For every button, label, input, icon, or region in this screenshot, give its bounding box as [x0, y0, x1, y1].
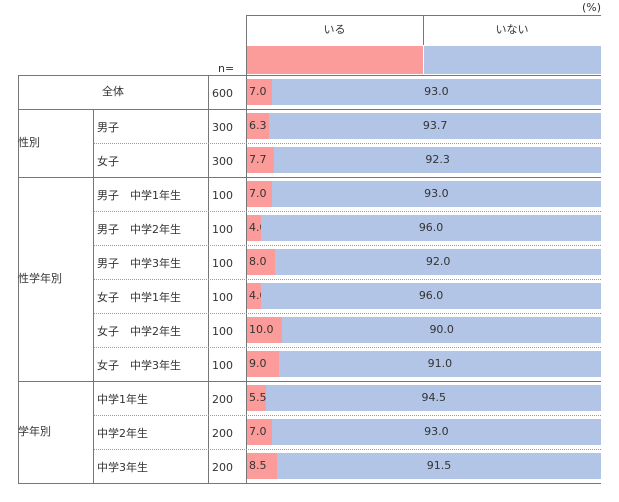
value-label-yes: 7.0 — [249, 187, 267, 200]
row-separator — [94, 347, 601, 348]
legend-swatch-no — [424, 46, 601, 74]
category-label: 男子 — [97, 121, 119, 134]
n-value: 100 — [212, 325, 233, 338]
bar-yes — [247, 215, 262, 241]
bar-no — [277, 453, 601, 479]
category-label: 女子 中学2年生 — [97, 325, 181, 338]
n-value: 100 — [212, 291, 233, 304]
bar-no — [274, 147, 601, 173]
n-value: 100 — [212, 189, 233, 202]
bar-yes — [247, 351, 279, 377]
category-label: 女子 中学1年生 — [97, 291, 181, 304]
row-separator — [94, 449, 601, 450]
value-label-no: 92.3 — [425, 153, 450, 166]
bar-no — [271, 79, 601, 105]
value-label-no: 96.0 — [418, 221, 444, 234]
row-separator — [94, 245, 601, 246]
n-value: 100 — [212, 257, 233, 270]
n-value: 100 — [212, 359, 233, 372]
bar-no — [271, 419, 601, 445]
bar-yes — [247, 453, 278, 479]
value-label-no: 90.0 — [429, 323, 454, 336]
value-label-no: 92.0 — [425, 255, 451, 268]
bar-no — [269, 113, 601, 139]
legend-left-border — [246, 15, 247, 75]
value-label-yes: 5.5 — [249, 391, 267, 404]
value-label-yes: 7.0 — [249, 85, 267, 98]
bar-yes — [247, 419, 272, 445]
bar-no — [261, 215, 601, 241]
table-bottom-border — [18, 483, 601, 484]
row-separator — [94, 279, 601, 280]
value-label-yes: 10.0 — [249, 323, 274, 336]
value-label-yes: 6.3 — [249, 119, 267, 132]
group-label-gender-grade: 性学年別 — [18, 272, 62, 285]
bar-no — [266, 385, 601, 411]
row-separator — [94, 143, 601, 144]
legend-divider — [423, 15, 424, 45]
table-left-border — [18, 75, 19, 483]
value-label-no: 93.0 — [424, 85, 449, 98]
bar-yes — [247, 147, 275, 173]
group-label-grade: 学年別 — [18, 425, 51, 438]
value-label-yes: 8.0 — [249, 255, 267, 268]
n-value: 300 — [212, 121, 233, 134]
n-value: 200 — [212, 427, 233, 440]
table-top-border — [18, 75, 601, 76]
value-label-yes: 7.0 — [249, 425, 267, 438]
bar-yes — [247, 317, 283, 343]
value-label-no: 91.0 — [427, 357, 453, 370]
subgroup-column-border — [93, 109, 94, 483]
bar-no — [275, 249, 601, 275]
value-label-no: 96.0 — [418, 289, 444, 302]
bar-no — [282, 317, 601, 343]
row-separator — [94, 313, 601, 314]
category-label: 女子 — [97, 155, 119, 168]
bar-no — [271, 181, 601, 207]
n-value: 200 — [212, 461, 233, 474]
row-separator — [94, 415, 601, 416]
value-label-no: 93.0 — [424, 187, 449, 200]
bar-yes — [247, 385, 267, 411]
bar-yes — [247, 79, 272, 105]
category-label: 中学3年生 — [97, 461, 148, 474]
value-label-yes: 8.5 — [249, 459, 267, 472]
group-separator-1 — [18, 109, 601, 110]
bar-no — [261, 283, 601, 309]
n-value: 600 — [212, 87, 233, 100]
category-label: 男子 中学1年生 — [97, 189, 181, 202]
group-label-gender: 性別 — [18, 136, 40, 149]
n-header: n= — [218, 62, 235, 75]
n-value: 200 — [212, 393, 233, 406]
bar-yes — [247, 181, 272, 207]
bar-yes — [247, 249, 276, 275]
row-separator — [94, 211, 601, 212]
category-label-total: 全体 — [102, 85, 124, 98]
unit-label: (%) — [582, 1, 602, 14]
legend-swatch-yes — [247, 46, 423, 74]
category-label: 男子 中学2年生 — [97, 223, 181, 236]
value-label-yes: 7.7 — [249, 153, 267, 166]
value-label-no: 93.7 — [422, 119, 448, 132]
value-label-no: 93.0 — [424, 425, 449, 438]
legend-label-yes: いる — [323, 23, 346, 36]
category-label: 男子 中学3年生 — [97, 257, 181, 270]
n-value: 100 — [212, 223, 233, 236]
category-label: 中学2年生 — [97, 427, 148, 440]
bar-yes — [247, 113, 270, 139]
legend-label-no: いない — [495, 23, 529, 36]
group-separator-2 — [18, 177, 601, 178]
value-label-no: 91.5 — [426, 459, 452, 472]
category-label: 中学1年生 — [97, 393, 148, 406]
n-value: 300 — [212, 155, 233, 168]
value-label-yes: 9.0 — [249, 357, 267, 370]
value-label-no: 94.5 — [421, 391, 446, 404]
group-separator-3 — [18, 381, 601, 382]
bar-no — [278, 351, 601, 377]
bar-yes — [247, 283, 262, 309]
category-label: 女子 中学3年生 — [97, 359, 181, 372]
